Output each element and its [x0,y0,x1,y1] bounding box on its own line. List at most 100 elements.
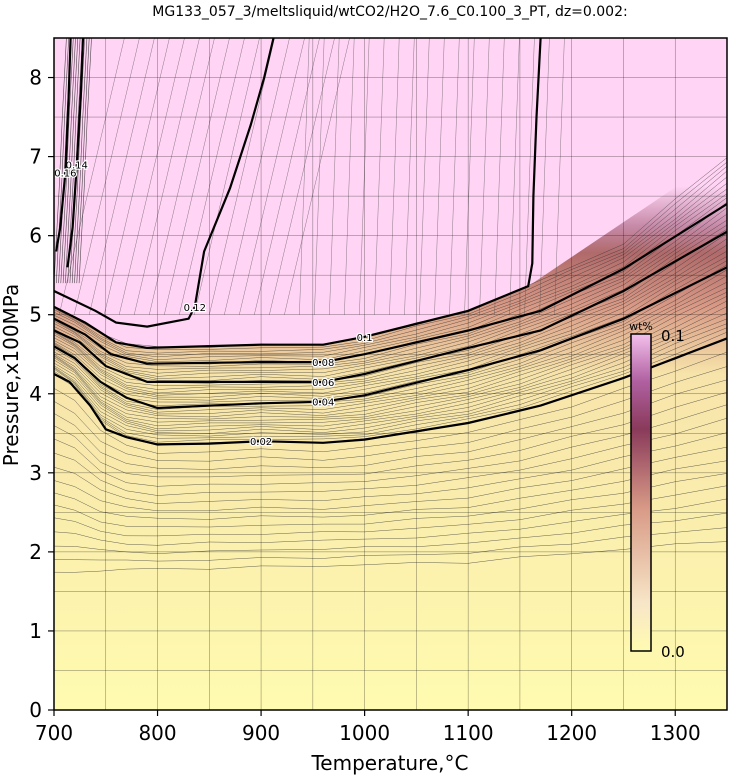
minor-contour [54,207,727,377]
minor-contour [554,38,565,315]
minor-contour [54,300,727,427]
minor-contour [54,331,727,443]
minor-contour [209,38,275,315]
contour-label-0.04: 0.04 [312,398,334,409]
minor-contour [54,318,727,434]
minor-contour [54,197,727,370]
contour-label-0.12: 0.12 [184,303,206,314]
colorbar-scale [630,333,652,652]
minor-contour [54,170,727,358]
minor-contour [54,287,727,418]
minor-contour [54,366,727,462]
x-tick-label: 1300 [650,721,701,745]
y-tick-label: 2 [29,540,42,564]
y-tick-label: 7 [29,145,42,169]
x-tick-label: 1000 [339,721,390,745]
minor-contour [54,244,727,396]
minor-contour [54,183,727,362]
minor-contour [164,38,230,315]
x-tick-label: 800 [138,721,176,745]
minor-contour [299,38,310,315]
minor-contour [54,498,727,546]
y-tick-label: 5 [29,303,42,327]
minor-contour [54,233,727,390]
contour-line-0.12 [54,38,275,328]
contour-label-0.02: 0.02 [250,437,272,448]
minor-contour [74,38,88,284]
contour-line-0.04 [54,266,727,410]
minor-contour [118,38,185,315]
minor-contour [76,38,90,284]
minor-contour [54,460,727,520]
contour-line-0.08 [54,203,727,365]
minor-contour [54,379,727,470]
minor-contour [103,38,170,315]
y-tick-label: 8 [29,66,42,90]
minor-contour [78,38,92,284]
contour-label-0.08: 0.08 [312,358,334,369]
major-contour-lines: 0.02 0.04 0.06 0.08 0.1 0.12 0.140.16 [54,38,727,449]
minor-contour [194,38,260,315]
y-tick-label: 4 [29,382,42,406]
minor-contour [239,38,305,315]
minor-contour [54,485,727,537]
minor-contour [54,327,727,439]
minor-contour [539,38,550,315]
x-axis-label: Temperature,°C [310,751,468,775]
minor-contour [374,38,385,315]
minor-contour [54,527,727,562]
minor-contour [54,202,727,374]
minor-contour [54,432,727,504]
minor-contour [54,295,727,423]
x-tick-label: 1200 [546,721,597,745]
minor-contour [54,473,727,528]
y-axis: 0 1 2 3 4 5 6 7 8 [29,66,54,722]
grid [54,38,727,710]
minor-contour [479,38,490,315]
contour-label-0.1: 0.1 [357,333,373,344]
minor-contour [62,38,76,284]
minor-contour [389,38,400,315]
minor-contour [329,38,340,315]
minor-contour [54,417,727,496]
minor-contour [464,38,475,315]
y-tick-label: 0 [29,698,42,722]
colorbar: wt% 0.1 0.0 [629,320,685,661]
minor-contour [54,306,727,430]
colorbar-max-label: 0.1 [661,327,685,345]
high-concentration-region [54,38,727,348]
x-axis: 700 800 900 1000 1100 1200 1300 [35,710,701,745]
minor-contour [149,38,215,315]
y-tick-label: 6 [29,224,42,248]
plot-area: 0.02 0.04 0.06 0.08 0.1 0.12 0.140.16 [54,38,727,710]
contour-line-0.16 [55,38,72,252]
contour-label-0.06: 0.06 [312,378,334,389]
minor-contour [60,38,74,284]
minor-contour [269,38,335,315]
minor-contour [54,228,727,386]
colorbar-min-label: 0.0 [661,643,685,661]
minor-contour [54,38,67,284]
contour-line-0.14 [66,38,85,268]
minor-contour [434,38,445,315]
y-axis-label: Pressure,x100MPa [0,284,23,466]
minor-contour [54,312,727,432]
minor-contour [509,38,520,315]
minor-contour [54,275,727,413]
minor-contour [254,38,320,315]
minor-contour [54,291,727,420]
minor-contour [54,213,727,379]
minor-contour [224,38,290,315]
minor-contour [56,38,69,284]
minor-contour [449,38,460,315]
contour-label-0.14: 0.14 [66,160,88,171]
minor-contour [54,166,727,354]
plot-frame [53,37,728,711]
minor-contour [419,38,430,315]
contour-line-0.02 [54,337,727,446]
minor-contour [524,38,535,315]
x-tick-label: 900 [242,721,280,745]
y-tick-label: 1 [29,619,42,643]
contour-line-0.1 [54,38,542,350]
